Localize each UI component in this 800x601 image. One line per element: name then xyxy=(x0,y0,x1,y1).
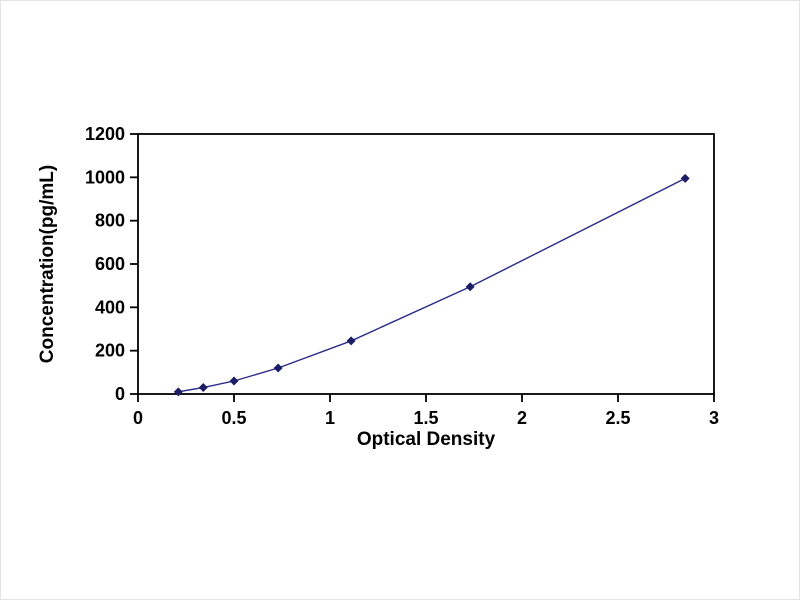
plot-area-frame xyxy=(137,133,715,395)
x-tick-label: 1 xyxy=(325,408,335,428)
x-tick-label: 0 xyxy=(133,408,143,428)
data-point-marker xyxy=(229,376,239,386)
data-point-marker xyxy=(346,336,356,346)
data-point-marker xyxy=(273,363,283,373)
x-tick-label: 3 xyxy=(709,408,719,428)
chart-dynamic-layer: 0 200 400 600 800 1000 1200 0 0.5 1 1.5 2 2.5 3 xyxy=(85,124,719,428)
y-tick-label: 1000 xyxy=(85,167,125,187)
data-point-marker xyxy=(465,282,475,292)
data-point-marker xyxy=(198,383,208,392)
y-tick-label: 200 xyxy=(95,341,125,361)
x-tick-label: 2 xyxy=(517,408,527,428)
x-axis-label: Optical Density xyxy=(357,429,496,450)
y-tick-label: 400 xyxy=(95,297,125,317)
x-tick-label: 2.5 xyxy=(605,408,630,428)
y-tick-label: 0 xyxy=(115,384,125,404)
y-tick-label: 600 xyxy=(95,254,125,274)
series-line xyxy=(178,177,686,393)
x-tick-label: 1.5 xyxy=(413,408,438,428)
y-axis-label: Concentration(pg/mL) xyxy=(37,165,58,363)
data-point-marker xyxy=(173,387,183,397)
x-tick-label: 0.5 xyxy=(221,408,246,428)
y-tick-label: 1200 xyxy=(85,124,125,144)
y-tick-label: 800 xyxy=(95,211,125,231)
data-point-marker xyxy=(680,173,690,183)
